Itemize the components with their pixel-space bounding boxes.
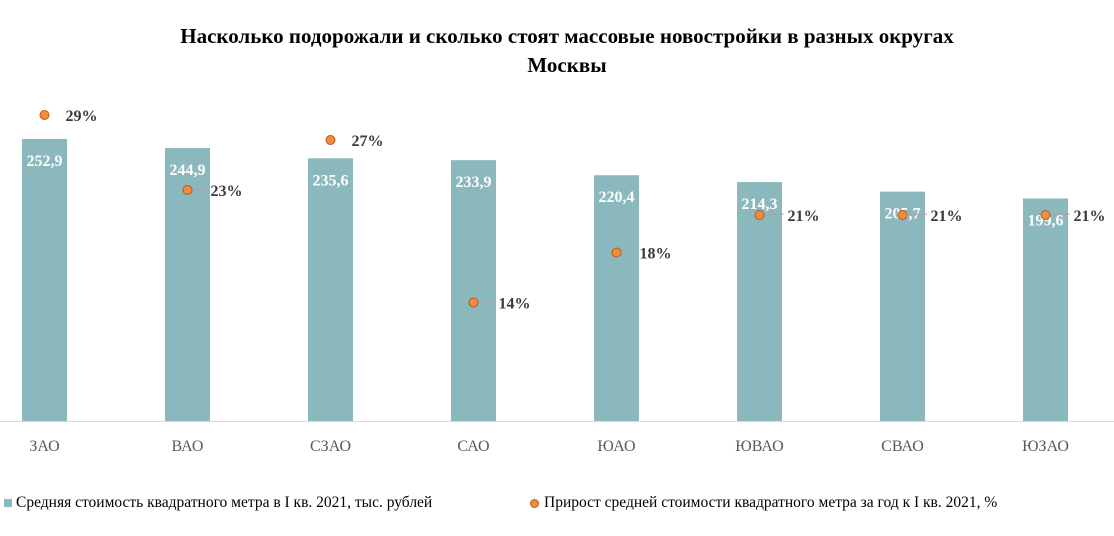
- bar-label-4: 220,4: [599, 189, 635, 206]
- legend: Средняя стоимость квадратного метра в I …: [0, 494, 1114, 514]
- dot-leader-7: [1050, 213, 1070, 216]
- dot-label-7: 21%: [1074, 208, 1106, 225]
- x-tick-label-5: ЮВАО: [735, 438, 783, 455]
- dot-6: [897, 210, 908, 220]
- dot-leader-3: [478, 300, 495, 304]
- dot-label-3: 14%: [499, 296, 531, 313]
- bar-2: [308, 158, 353, 421]
- bar-label-3: 233,9: [456, 174, 492, 191]
- legend-item-price: Средняя стоимость квадратного метра в I …: [4, 494, 432, 512]
- dot-label-5: 21%: [788, 208, 820, 225]
- legend-swatch-dot: [530, 498, 539, 508]
- x-tick-label-7: ЮЗАО: [1022, 438, 1069, 455]
- legend-label-growth: Прирост средней стоимости квадратного ме…: [544, 494, 998, 511]
- dot-5: [754, 210, 765, 220]
- dot-1: [182, 185, 193, 195]
- x-tick-label-6: СВАО: [881, 438, 924, 455]
- dot-3: [468, 297, 479, 308]
- bar-5: [737, 182, 782, 421]
- dot-4: [611, 247, 622, 258]
- bar-0: [22, 139, 67, 421]
- bar-label-2: 235,6: [313, 172, 349, 189]
- legend-label-price: Средняя стоимость квадратного метра в I …: [16, 494, 433, 511]
- bar-4: [594, 175, 639, 421]
- dot-label-1: 23%: [211, 183, 243, 200]
- legend-item-growth: Прирост средней стоимости квадратного ме…: [530, 494, 997, 512]
- dot-label-0: 29%: [66, 108, 98, 125]
- bar-7: [1023, 198, 1068, 421]
- chart-title: Насколько подорожали и сколько стоят мас…: [180, 24, 954, 77]
- bar-label-5: 214,3: [742, 196, 778, 213]
- dot-7: [1040, 210, 1051, 220]
- dot-leader-1: [192, 188, 207, 191]
- dot-label-4: 18%: [640, 246, 672, 263]
- x-tick-label-2: СЗАО: [310, 438, 351, 455]
- dot-2: [325, 135, 336, 145]
- dot-label-2: 27%: [352, 133, 384, 150]
- legend-swatch-bar: [4, 499, 12, 507]
- x-tick-label-4: ЮАО: [597, 438, 635, 455]
- dot-leader-6: [907, 213, 927, 216]
- x-tick-label-0: ЗАО: [29, 438, 59, 455]
- dot-leader-5: [764, 213, 784, 216]
- bar-6: [880, 191, 925, 421]
- bar-label-1: 244,9: [170, 162, 206, 179]
- bar-label-7: 199,6: [1028, 212, 1064, 229]
- x-tick-label-3: САО: [457, 438, 489, 455]
- bar-3: [451, 160, 496, 422]
- bar-label-0: 252,9: [27, 153, 63, 170]
- dot-label-6: 21%: [931, 208, 963, 225]
- x-tick-label-1: ВАО: [172, 438, 204, 455]
- dot-0: [39, 110, 50, 120]
